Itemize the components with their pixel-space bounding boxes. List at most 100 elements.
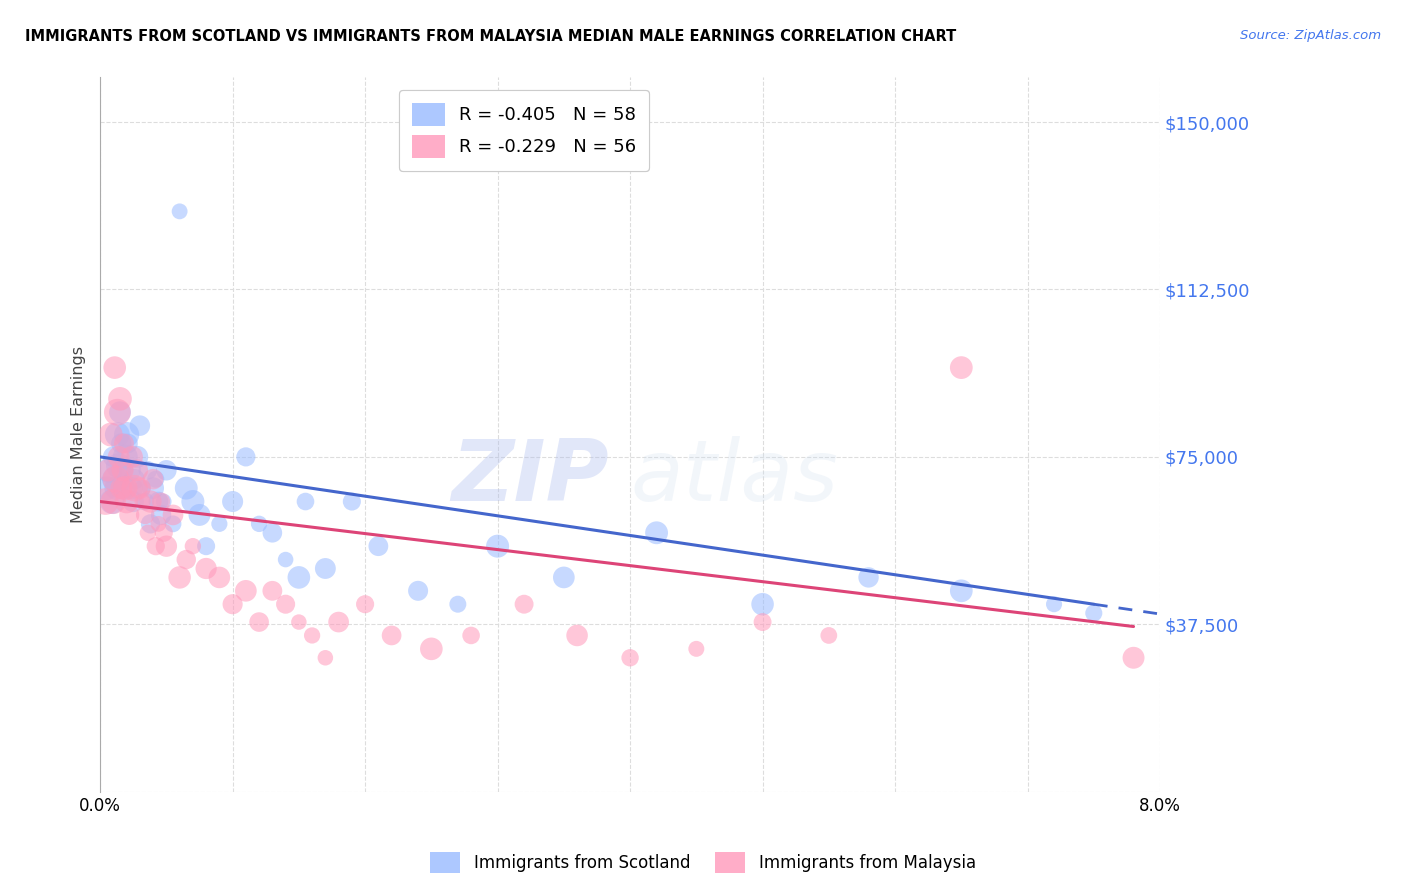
Point [150,494,173,508]
Point [139,516,162,531]
Point [112,436,135,450]
Point [121,481,143,495]
Point [195,539,218,553]
Point [155,463,177,477]
Point [121,450,143,464]
Point [950,583,973,598]
Point [111,463,134,477]
Point [247,615,270,629]
Point [301,628,323,642]
Point [103,450,125,464]
Point [221,494,243,508]
Point [247,516,270,531]
Point [619,650,641,665]
Point [174,552,197,566]
Point [131,481,153,495]
Point [294,494,316,508]
Point [169,204,191,219]
Point [127,450,149,464]
Point [188,508,211,522]
Point [108,392,131,406]
Point [98,463,121,477]
Point [486,539,509,553]
Point [817,628,839,642]
Point [148,516,170,531]
Point [858,570,880,584]
Point [134,494,156,508]
Point [115,494,138,508]
Point [148,494,170,508]
Y-axis label: Median Male Earnings: Median Male Earnings [72,346,86,523]
Point [354,597,377,611]
Point [142,472,165,486]
Point [169,570,191,584]
Point [96,481,118,495]
Point [118,463,141,477]
Point [150,508,173,522]
Point [162,516,184,531]
Text: Source: ZipAtlas.com: Source: ZipAtlas.com [1240,29,1381,42]
Point [122,494,145,508]
Text: IMMIGRANTS FROM SCOTLAND VS IMMIGRANTS FROM MALAYSIA MEDIAN MALE EARNINGS CORREL: IMMIGRANTS FROM SCOTLAND VS IMMIGRANTS F… [25,29,956,44]
Point [162,508,184,522]
Point [152,525,174,540]
Point [128,418,150,433]
Point [174,481,197,495]
Point [195,561,218,575]
Point [262,583,284,598]
Point [131,494,153,508]
Point [950,360,973,375]
Point [104,472,127,486]
Point [94,494,117,508]
Point [107,458,129,473]
Point [565,628,588,642]
Point [139,494,162,508]
Point [221,597,243,611]
Point [110,436,132,450]
Point [553,570,575,584]
Point [136,463,159,477]
Point [136,525,159,540]
Legend: R = -0.405   N = 58, R = -0.229   N = 56: R = -0.405 N = 58, R = -0.229 N = 56 [399,90,648,170]
Point [103,494,125,508]
Point [134,508,156,522]
Point [262,525,284,540]
Point [381,628,404,642]
Point [145,472,167,486]
Point [101,494,124,508]
Point [288,570,311,584]
Point [420,641,443,656]
Point [406,583,429,598]
Point [181,494,204,508]
Point [145,539,167,553]
Point [751,615,773,629]
Point [108,405,131,419]
Point [117,436,139,450]
Point [124,481,146,495]
Point [208,570,231,584]
Point [127,463,149,477]
Point [114,481,136,495]
Point [447,597,470,611]
Point [274,597,297,611]
Point [105,481,128,495]
Point [1083,606,1105,620]
Point [288,615,311,629]
Point [115,427,138,442]
Point [114,450,136,464]
Point [314,650,336,665]
Point [112,481,135,495]
Point [208,516,231,531]
Point [124,472,146,486]
Point [645,525,668,540]
Point [118,508,141,522]
Point [110,481,132,495]
Point [105,405,128,419]
Point [105,427,128,442]
Text: ZIP: ZIP [451,436,609,519]
Point [340,494,363,508]
Point [105,472,128,486]
Text: atlas: atlas [630,436,838,519]
Point [685,641,707,656]
Point [100,427,122,442]
